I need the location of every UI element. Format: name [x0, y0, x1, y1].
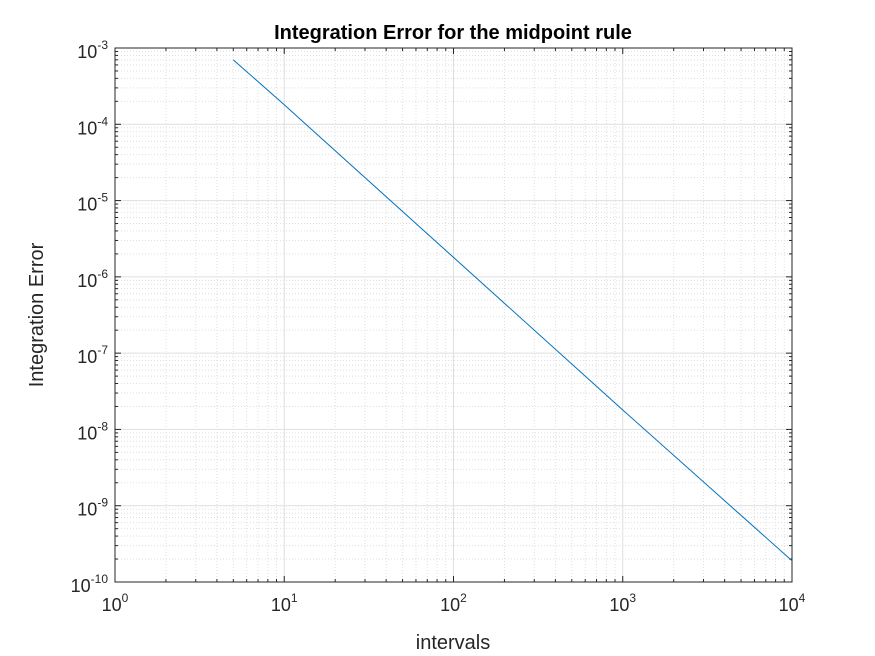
grid — [114, 47, 793, 583]
y-tick-label: 10-9 — [77, 496, 108, 520]
series-layer — [232, 59, 793, 562]
y-tick-label: 10-10 — [71, 572, 109, 596]
y-tick-labels: 10-10 10-9 10-8 10-7 10-6 10-5 10-4 10-3 — [71, 38, 109, 596]
x-tick-label: 103 — [609, 591, 636, 615]
x-tick-labels: 100 101 102 103 104 — [102, 591, 806, 615]
x-tick-label: 102 — [440, 591, 467, 615]
x-axis-label: intervals — [416, 632, 490, 654]
tick-marks — [114, 47, 793, 583]
y-tick-label: 10-4 — [77, 114, 108, 138]
y-tick-label: 10-7 — [77, 343, 108, 367]
y-tick-label: 10-6 — [77, 267, 108, 291]
y-tick-label: 10-5 — [77, 191, 108, 215]
x-tick-label: 104 — [779, 591, 806, 615]
chart-title: Integration Error for the midpoint rule — [274, 22, 632, 44]
x-tick-label: 101 — [271, 591, 298, 615]
y-axis-label: Integration Error — [26, 242, 48, 387]
series-line-1 — [232, 59, 793, 562]
x-tick-label: 100 — [102, 591, 129, 615]
y-tick-label: 10-3 — [77, 38, 108, 62]
y-tick-label: 10-8 — [77, 419, 108, 443]
